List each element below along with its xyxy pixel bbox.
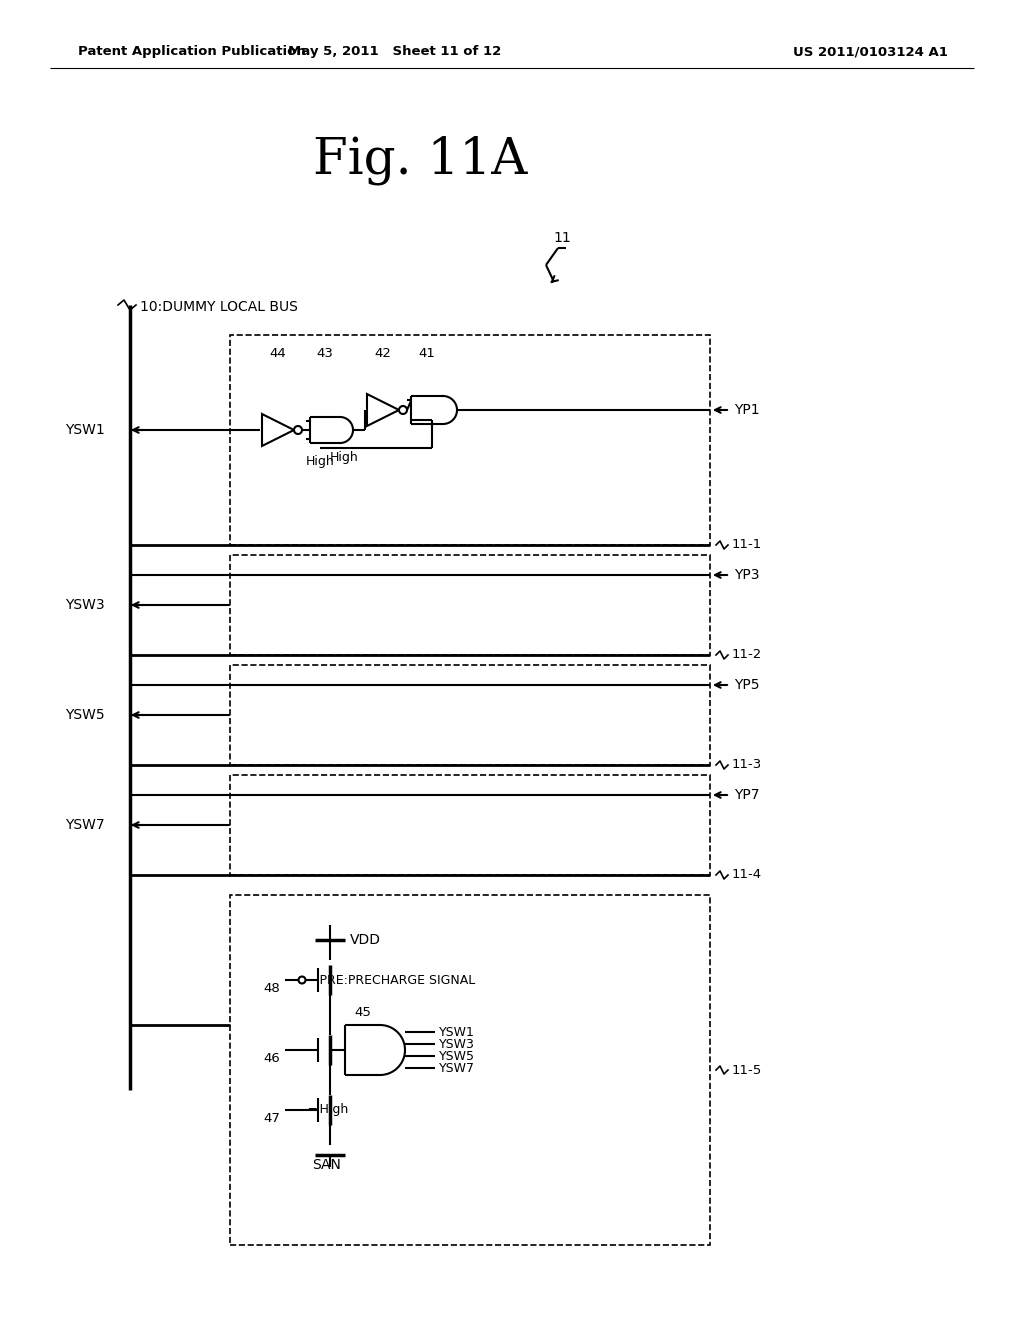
Text: YSW7: YSW7 [439, 1061, 475, 1074]
Text: ─ PRE:PRECHARGE SIGNAL: ─ PRE:PRECHARGE SIGNAL [308, 974, 475, 986]
Text: Fig. 11A: Fig. 11A [312, 135, 527, 185]
Text: YP3: YP3 [734, 568, 760, 582]
Text: YSW1: YSW1 [439, 1026, 475, 1039]
Text: YP7: YP7 [734, 788, 760, 803]
Text: YSW5: YSW5 [66, 708, 105, 722]
Text: YSW1: YSW1 [66, 422, 105, 437]
Text: 47: 47 [263, 1111, 280, 1125]
Text: US 2011/0103124 A1: US 2011/0103124 A1 [794, 45, 948, 58]
Text: YSW7: YSW7 [66, 818, 105, 832]
Bar [230, 665, 710, 766]
Text: May 5, 2011   Sheet 11 of 12: May 5, 2011 Sheet 11 of 12 [289, 45, 502, 58]
Text: 11-1: 11-1 [732, 539, 762, 552]
Text: YSW3: YSW3 [66, 598, 105, 612]
Text: 11-5: 11-5 [732, 1064, 762, 1077]
Text: SAN: SAN [312, 1158, 341, 1172]
Bar [230, 775, 710, 875]
Text: ─ High: ─ High [308, 1104, 348, 1117]
Text: YSW5: YSW5 [439, 1049, 475, 1063]
Text: 11: 11 [553, 231, 570, 246]
Text: High: High [305, 455, 335, 469]
Text: YP1: YP1 [734, 403, 760, 417]
Bar [230, 554, 710, 655]
Text: High: High [330, 451, 358, 465]
Text: 46: 46 [263, 1052, 280, 1064]
Text: 43: 43 [316, 347, 334, 360]
Text: Patent Application Publication: Patent Application Publication [78, 45, 306, 58]
Text: YSW3: YSW3 [439, 1038, 475, 1051]
Text: 48: 48 [263, 982, 280, 994]
Text: VDD: VDD [350, 933, 381, 946]
Text: YP5: YP5 [734, 678, 760, 692]
Text: 10:DUMMY LOCAL BUS: 10:DUMMY LOCAL BUS [140, 300, 298, 314]
Text: 11-4: 11-4 [732, 869, 762, 882]
Text: 11-3: 11-3 [732, 759, 762, 771]
Bar [230, 335, 710, 545]
Text: 44: 44 [269, 347, 287, 360]
Text: 45: 45 [354, 1006, 371, 1019]
Text: 41: 41 [419, 347, 435, 360]
Bar [230, 895, 710, 1245]
Text: 11-2: 11-2 [732, 648, 762, 661]
Text: 42: 42 [375, 347, 391, 360]
